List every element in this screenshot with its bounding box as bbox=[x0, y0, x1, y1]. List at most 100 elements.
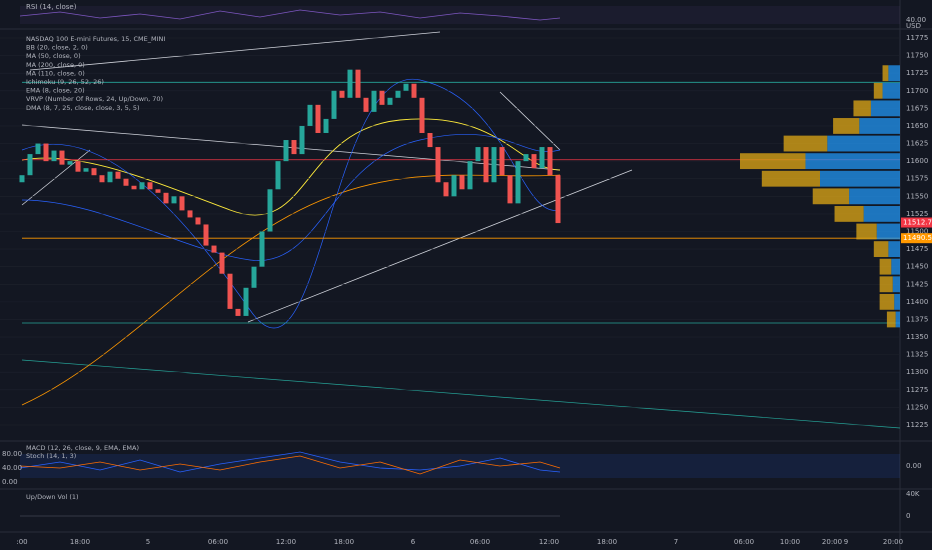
price-tick: 11625 bbox=[906, 140, 928, 148]
time-label: 20:00 bbox=[822, 538, 842, 546]
candle bbox=[379, 90, 385, 105]
candle bbox=[315, 104, 321, 133]
vp-up bbox=[873, 241, 889, 258]
time-label: 10:00 bbox=[780, 538, 800, 546]
macd-tick: 0.00 bbox=[906, 462, 922, 470]
time-label: 20:00 bbox=[883, 538, 903, 546]
indicator-label: NASDAQ 100 E-mini Futures, 15, CME_MINI bbox=[26, 35, 165, 43]
candle bbox=[451, 175, 457, 197]
indicator-label: EMA (8, close, 20) bbox=[26, 87, 85, 95]
candle bbox=[403, 83, 409, 91]
candle bbox=[67, 161, 73, 165]
price-tick: 11525 bbox=[906, 210, 928, 218]
candle bbox=[259, 231, 265, 267]
rsi-line bbox=[19, 9, 561, 21]
candle bbox=[139, 182, 145, 190]
price-label: 11490.50 bbox=[903, 234, 932, 242]
rsi-label: RSI (14, close) bbox=[26, 3, 77, 11]
candle bbox=[59, 150, 65, 165]
rsi-band bbox=[20, 6, 900, 24]
macd-tick: 80.00 bbox=[2, 450, 22, 458]
price-tick: 11450 bbox=[906, 263, 928, 271]
vp-down bbox=[849, 188, 900, 205]
candle bbox=[171, 196, 177, 204]
candle bbox=[355, 69, 361, 98]
candle bbox=[339, 90, 345, 98]
candle bbox=[419, 97, 425, 133]
indicator-label: Ichimoku (9, 26, 52, 26) bbox=[26, 78, 104, 86]
time-label: 06:00 bbox=[208, 538, 228, 546]
candle bbox=[179, 196, 185, 211]
candle bbox=[507, 175, 513, 204]
price-tick: 11600 bbox=[906, 157, 928, 165]
price-label-bg bbox=[901, 233, 932, 244]
rsi-tick: 40.00 bbox=[906, 16, 926, 24]
candle bbox=[475, 147, 481, 162]
candle bbox=[491, 147, 497, 183]
indicator-label: VRVP (Number Of Rows, 24, Up/Down, 70) bbox=[26, 95, 163, 103]
vp-up bbox=[886, 311, 896, 328]
vp-up bbox=[879, 276, 893, 293]
macd-line bbox=[19, 451, 561, 473]
price-tick: 11225 bbox=[906, 421, 928, 429]
time-label: 12:00 bbox=[539, 538, 559, 546]
trend-line bbox=[21, 359, 901, 429]
candle bbox=[107, 171, 113, 183]
candle bbox=[267, 189, 273, 232]
vp-down bbox=[859, 118, 900, 134]
price-tick: 11275 bbox=[906, 386, 928, 394]
candle bbox=[163, 192, 169, 204]
ma-200 bbox=[21, 174, 561, 406]
candle bbox=[307, 104, 313, 126]
time-label: 06:00 bbox=[734, 538, 754, 546]
candle bbox=[83, 168, 89, 172]
price-tick: 11725 bbox=[906, 69, 928, 77]
candle bbox=[411, 83, 417, 98]
candle bbox=[147, 182, 153, 190]
candle bbox=[331, 90, 337, 119]
time-label: 06:00 bbox=[470, 538, 490, 546]
candle bbox=[115, 171, 121, 179]
vp-down bbox=[876, 223, 900, 240]
candle bbox=[555, 175, 561, 224]
candle bbox=[211, 245, 217, 253]
candle bbox=[275, 161, 281, 190]
candle bbox=[283, 140, 289, 162]
macd-tick: 40.00 bbox=[2, 464, 22, 472]
vp-up bbox=[783, 135, 828, 152]
candle bbox=[539, 147, 545, 169]
candle bbox=[131, 185, 137, 190]
indicator-label: Stoch (14, 1, 3) bbox=[26, 452, 76, 460]
price-tick: 11475 bbox=[906, 245, 928, 253]
time-label: 18:00 bbox=[597, 538, 617, 546]
vp-up bbox=[873, 82, 883, 99]
candle bbox=[227, 273, 233, 309]
price-tick: 11400 bbox=[906, 298, 928, 306]
candle bbox=[99, 175, 105, 183]
price-tick: 11775 bbox=[906, 34, 928, 42]
vol-tick: 40K bbox=[906, 490, 920, 498]
price-tick: 11250 bbox=[906, 403, 928, 411]
candle bbox=[51, 150, 57, 162]
price-tick: 11700 bbox=[906, 87, 928, 95]
vp-down bbox=[805, 153, 900, 170]
candle bbox=[299, 125, 305, 155]
signal-line bbox=[19, 455, 561, 475]
vp-up bbox=[856, 223, 877, 240]
vp-down bbox=[820, 170, 900, 187]
candle bbox=[43, 143, 49, 162]
candle bbox=[251, 266, 257, 288]
indicator-label: MA (200, close, 0) bbox=[26, 61, 85, 69]
macd-tick: 0.00 bbox=[2, 478, 18, 486]
vp-up bbox=[853, 100, 871, 117]
candle bbox=[291, 140, 297, 155]
price-tick: 11500 bbox=[906, 228, 928, 236]
candle bbox=[459, 175, 465, 190]
candle bbox=[547, 147, 553, 176]
candle bbox=[35, 143, 41, 155]
time-label: 7 bbox=[674, 538, 678, 546]
vp-down bbox=[894, 293, 900, 310]
price-label-bg bbox=[901, 217, 932, 228]
